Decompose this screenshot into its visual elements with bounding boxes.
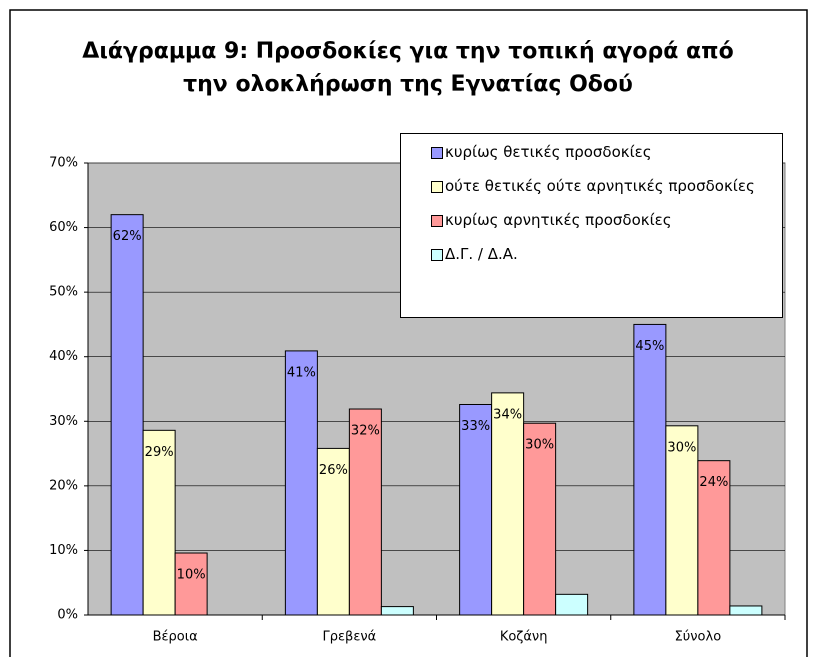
bar [729, 605, 763, 616]
bar [174, 552, 208, 616]
y-tick-label: 60% [49, 220, 78, 235]
y-tick-label: 70% [49, 156, 78, 171]
data-label: 10% [177, 568, 206, 583]
data-label: 33% [461, 419, 490, 434]
data-label: 26% [319, 463, 348, 478]
legend-item: κυρίως θετικές προσδοκίες [431, 142, 772, 162]
legend-item: κυρίως αρνητικές προσδοκίες [431, 210, 772, 230]
legend-swatch [431, 249, 443, 261]
y-tick-label: 40% [49, 349, 78, 364]
data-label: 45% [635, 339, 664, 354]
chart-title: την ολοκλήρωση της Εγνατίας Οδού [183, 72, 633, 97]
bar [284, 350, 318, 616]
legend-label: κυρίως θετικές προσδοκίες [445, 143, 652, 161]
legend: κυρίως θετικές προσδοκίες ούτε θετικές ού… [400, 133, 783, 318]
bar [633, 323, 667, 616]
x-tick-label: Γρεβενά [323, 630, 377, 645]
x-tick-label: Βέροια [153, 630, 198, 645]
bar [523, 422, 557, 616]
legend-label: ούτε θετικές ούτε αρνητικές προσδοκίες [445, 177, 755, 195]
bar [555, 593, 589, 616]
bar [665, 425, 699, 616]
bar [380, 606, 414, 616]
data-label: 30% [525, 438, 554, 453]
bar [459, 403, 493, 616]
bar [697, 460, 731, 616]
data-label: 24% [699, 475, 728, 490]
y-tick-label: 0% [57, 608, 78, 623]
legend-item: ούτε θετικές ούτε αρνητικές προσδοκίες [431, 176, 772, 196]
legend-swatch [431, 215, 443, 227]
bar [348, 408, 382, 616]
data-label: 41% [287, 365, 316, 380]
data-label: 29% [145, 445, 174, 460]
data-label: 62% [113, 229, 142, 244]
legend-swatch [431, 147, 443, 159]
y-tick-label: 20% [49, 478, 78, 493]
chart-title: Διάγραμμα 9: Προσδοκίες για την τοπική α… [82, 39, 733, 64]
y-tick-label: 30% [49, 414, 78, 429]
x-tick-label: Κοζάνη [500, 630, 548, 645]
data-label: 32% [351, 424, 380, 439]
y-tick-label: 10% [49, 543, 78, 558]
bar [491, 392, 525, 616]
legend-label: κυρίως αρνητικές προσδοκίες [445, 211, 672, 229]
y-tick-label: 50% [49, 285, 78, 300]
data-label: 30% [667, 440, 696, 455]
data-label: 34% [493, 407, 522, 422]
legend-label: Δ.Γ. / Δ.Α. [445, 245, 518, 263]
legend-swatch [431, 181, 443, 193]
legend-item: Δ.Γ. / Δ.Α. [431, 244, 772, 264]
bar [110, 214, 144, 616]
x-tick-label: Σύνολο [675, 630, 722, 645]
